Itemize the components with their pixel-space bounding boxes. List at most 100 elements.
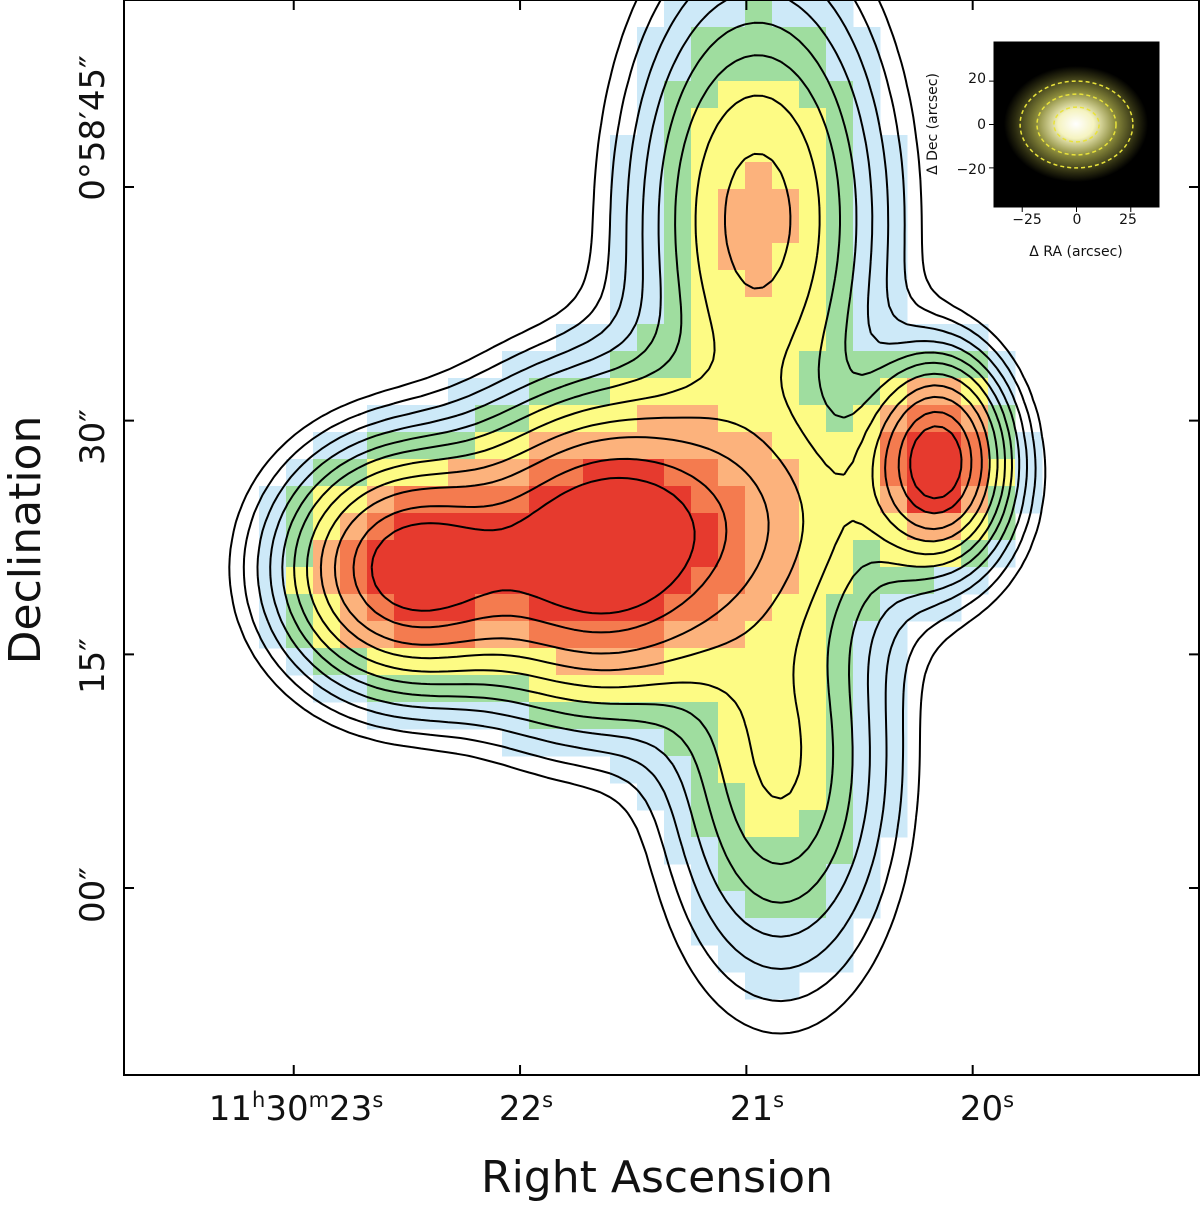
intensity-pixel	[691, 621, 719, 649]
x-tick-labels: 11h30m23s 22s 21s 20s	[209, 1088, 1014, 1129]
intensity-pixel	[691, 432, 719, 460]
intensity-pixel	[799, 540, 827, 568]
intensity-pixel	[610, 567, 638, 595]
intensity-pixel	[691, 486, 719, 514]
intensity-pixel	[934, 405, 962, 433]
intensity-pixel	[853, 459, 881, 487]
intensity-pixel	[664, 405, 692, 433]
intensity-pixel	[745, 594, 773, 622]
intensity-pixel	[853, 756, 881, 784]
y-tick-label: 0°58′45″	[73, 55, 113, 201]
intensity-pixel	[880, 243, 908, 271]
intensity-pixel	[745, 783, 773, 811]
y-tick-label: 00″	[73, 867, 113, 923]
intensity-pixel	[637, 675, 665, 703]
intensity-pixel	[772, 756, 800, 784]
intensity-pixel	[718, 945, 746, 973]
intensity-pixel	[556, 621, 584, 649]
intensity-pixel	[718, 459, 746, 487]
intensity-pixel	[799, 243, 827, 271]
intensity-pixel	[826, 729, 854, 757]
intensity-pixel	[799, 756, 827, 784]
intensity-pixel	[556, 567, 584, 595]
intensity-pixel	[691, 729, 719, 757]
intensity-pixel	[745, 378, 773, 406]
contour-line	[306, 94, 999, 800]
intensity-pixel	[745, 621, 773, 649]
intensity-pixel	[853, 189, 881, 217]
intensity-pixel	[394, 594, 422, 622]
intensity-pixel	[691, 783, 719, 811]
intensity-pixel	[475, 621, 503, 649]
intensity-pixel	[745, 81, 773, 109]
intensity-pixel	[394, 567, 422, 595]
intensity-pixel	[853, 729, 881, 757]
intensity-pixel	[556, 459, 584, 487]
intensity-pixel	[718, 0, 746, 28]
intensity-pixel	[718, 189, 746, 217]
intensity-pixel	[394, 540, 422, 568]
intensity-pixel	[772, 864, 800, 892]
contour-line	[228, 0, 1047, 1035]
intensity-pixel	[691, 243, 719, 271]
intensity-pixel	[772, 216, 800, 244]
intensity-pixel	[637, 378, 665, 406]
intensity-pixel	[664, 351, 692, 379]
y-axis-title: Declination	[0, 416, 51, 665]
intensity-pixel	[1015, 486, 1043, 514]
contour-line	[333, 395, 983, 655]
intensity-pixel	[799, 621, 827, 649]
intensity-pixel	[799, 405, 827, 433]
intensity-pixel	[772, 513, 800, 541]
intensity-pixel	[853, 675, 881, 703]
intensity-pixel	[745, 459, 773, 487]
intensity-pixel	[826, 567, 854, 595]
intensity-pixel	[826, 432, 854, 460]
intensity-pixel	[772, 459, 800, 487]
intensity-pixel	[421, 702, 449, 730]
intensity-pixel	[718, 243, 746, 271]
intensity-pixel	[772, 189, 800, 217]
intensity-pixel	[637, 108, 665, 136]
intensity-pixel	[691, 459, 719, 487]
intensity-pixel	[880, 486, 908, 514]
intensity-pixel	[853, 324, 881, 352]
intensity-pixel	[583, 594, 611, 622]
intensity-pixel	[745, 756, 773, 784]
intensity-pixel	[826, 486, 854, 514]
intensity-pixel	[853, 864, 881, 892]
intensity-pixel	[880, 432, 908, 460]
inset-x-axis-title: Δ RA (arcsec)	[1029, 244, 1122, 260]
intensity-pixel	[799, 216, 827, 244]
intensity-pixel	[718, 405, 746, 433]
intensity-pixel	[610, 621, 638, 649]
intensity-pixel	[772, 540, 800, 568]
intensity-pixel	[718, 297, 746, 325]
intensity-pixel	[880, 459, 908, 487]
intensity-pixel	[745, 675, 773, 703]
inset-y-axis-title: Δ Dec (arcsec)	[925, 73, 941, 175]
intensity-pixel	[718, 648, 746, 676]
intensity-pixel	[799, 459, 827, 487]
intensity-pixel	[556, 540, 584, 568]
intensity-pixel	[610, 702, 638, 730]
intensity-pixel	[826, 27, 854, 55]
x-axis-title: Right Ascension	[481, 1152, 833, 1203]
intensity-pixel	[718, 27, 746, 55]
intensity-pixel	[583, 702, 611, 730]
intensity-pixel	[664, 621, 692, 649]
intensity-pixel	[637, 756, 665, 784]
intensity-pixel	[772, 135, 800, 163]
intensity-pixel	[610, 297, 638, 325]
intensity-pixel	[718, 810, 746, 838]
intensity-pixel	[583, 486, 611, 514]
intensity-pixel	[502, 378, 530, 406]
intensity-pixel	[556, 513, 584, 541]
intensity-pixel	[664, 378, 692, 406]
intensity-pixel	[394, 675, 422, 703]
intensity-pixel	[745, 810, 773, 838]
intensity-pixel	[475, 486, 503, 514]
intensity-pixel	[745, 702, 773, 730]
inset-x-tick-label: 0	[1073, 212, 1082, 228]
intensity-pixel	[826, 162, 854, 190]
